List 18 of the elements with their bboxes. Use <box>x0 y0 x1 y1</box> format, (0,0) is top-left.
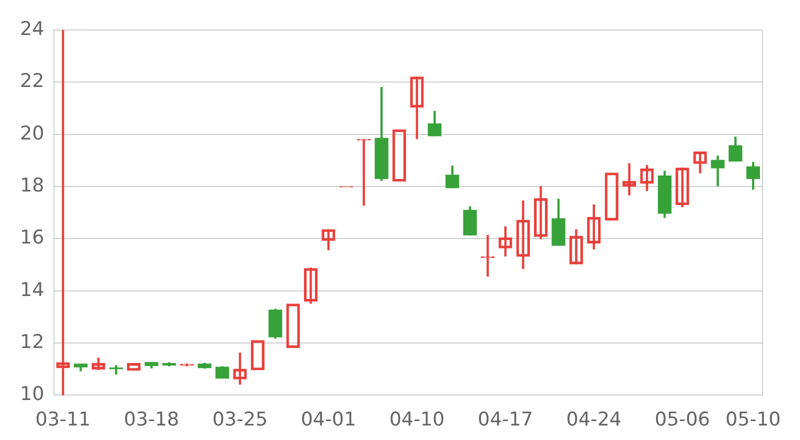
x-tick-label: 04-17 <box>478 408 534 431</box>
x-tick-label: 05-10 <box>726 408 781 431</box>
y-tick-label: 22 <box>20 70 44 92</box>
x-tick-label: 04-01 <box>300 408 356 431</box>
y-tick-label: 12 <box>20 330 44 353</box>
x-tick-label: 04-10 <box>389 408 445 431</box>
y-tick-label: 18 <box>20 174 44 196</box>
y-tick-label: 20 <box>20 122 44 144</box>
x-tick-label: 03-25 <box>212 408 268 431</box>
x-tick-label: 03-11 <box>35 408 91 431</box>
candlestick <box>480 234 495 277</box>
x-tick-label: 04-24 <box>566 408 622 431</box>
y-tick-label: 14 <box>20 278 44 301</box>
y-tick-label: 16 <box>20 226 44 249</box>
y-tick-label: 10 <box>20 383 44 406</box>
x-tick-label: 03-18 <box>124 408 180 431</box>
y-tick-label: 24 <box>20 18 44 40</box>
x-tick-label: 05-06 <box>654 408 710 431</box>
